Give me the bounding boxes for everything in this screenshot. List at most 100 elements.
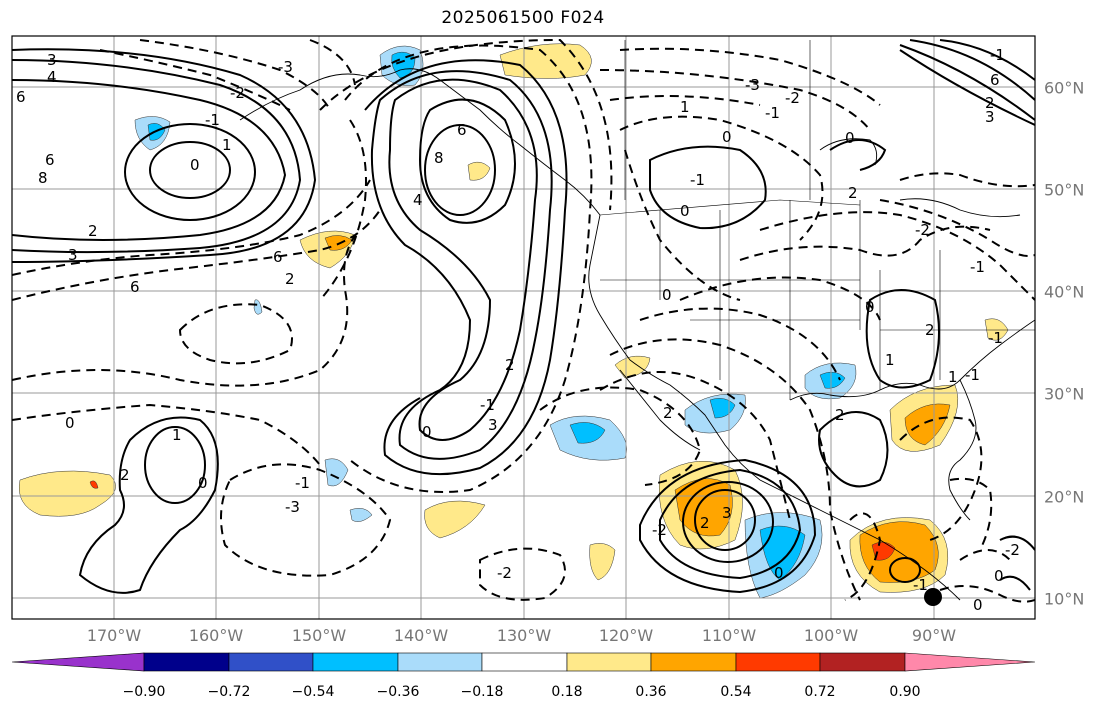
contour-label: -2 (652, 521, 667, 539)
lon-label: 110°W (701, 626, 757, 645)
contour-label: 6 (273, 248, 283, 266)
lon-label: 130°W (496, 626, 552, 645)
lon-label: 120°W (598, 626, 654, 645)
contour-label: 0 (865, 298, 875, 316)
contour-label: 3 (47, 51, 57, 69)
contour-label: 4 (413, 191, 423, 209)
contour-label: 2 (663, 404, 673, 422)
contour-label: -2 (915, 221, 930, 239)
colorbar-tick-label: −0.36 (376, 684, 420, 700)
contour-label: 6 (457, 121, 467, 139)
contour-label: 0 (422, 423, 432, 441)
colorbar-under-arrow (11, 652, 145, 672)
colorbar-tick-label: 0.90 (889, 684, 921, 700)
contour-label: 3 (985, 108, 995, 126)
colorbar-bin (228, 652, 314, 672)
contour-label: -1 (690, 171, 705, 189)
contour-label: 0 (198, 474, 208, 492)
map-frame (11, 35, 1036, 620)
contour-label: -2 (1005, 541, 1020, 559)
lon-label: 100°W (803, 626, 859, 645)
contour-label: -1 (988, 329, 1003, 347)
contour-labels: 3 4 6 -3 -2 -1 0 1 2 3 6 8 6 2 6 0 1 2 0… (16, 46, 1020, 614)
lat-label: 60°N (1044, 78, 1085, 98)
solid-contours (12, 39, 1035, 594)
contour-label: 6 (130, 278, 140, 296)
contour-label: 0 (845, 129, 855, 147)
contour-label: 2 (285, 270, 295, 288)
contour-label: 0 (662, 286, 672, 304)
contour-label: -2 (230, 84, 245, 102)
contour-label: 2 (925, 321, 935, 339)
contour-label: -2 (497, 564, 512, 582)
contour-label: -3 (278, 58, 293, 76)
contour-label: 1 (948, 368, 958, 386)
colorbar-bin (735, 652, 821, 672)
contour-label: 2 (700, 514, 710, 532)
lat-label: 30°N (1044, 384, 1085, 404)
contour-label: -1 (990, 46, 1005, 64)
colorbar-bin (312, 652, 399, 672)
contour-label: -1 (765, 104, 780, 122)
contour-label: 2 (985, 94, 995, 112)
colorbar-bin (650, 652, 737, 672)
lon-label: 140°W (393, 626, 449, 645)
contour-label: 4 (47, 68, 57, 86)
shading-layer (18, 43, 1009, 599)
contour-label: 0 (973, 596, 983, 614)
contour-label: -1 (913, 576, 928, 594)
contour-label: -1 (295, 474, 310, 492)
contour-label: 0 (65, 414, 75, 432)
contour-label: 3 (68, 246, 78, 264)
colorbar-bin (566, 652, 652, 672)
contour-label: 3 (722, 504, 732, 522)
colorbar-tick-label: 0.54 (720, 684, 752, 700)
contour-label: 6 (45, 151, 55, 169)
colorbar-tick-label: −0.72 (207, 684, 251, 700)
lon-label: 150°W (291, 626, 347, 645)
contour-label: 0 (774, 564, 784, 582)
lon-label: 90°W (911, 626, 957, 645)
contour-label: 1 (885, 351, 895, 369)
lat-label: 40°N (1044, 282, 1085, 302)
contour-label: 1 (172, 426, 182, 444)
contour-label: 2 (120, 466, 130, 484)
contour-label: 2 (505, 356, 515, 374)
dashed-contours (12, 38, 1035, 603)
colorbar-over-arrow (904, 652, 1036, 672)
contour-label: 2 (835, 406, 845, 424)
lat-label: 10°N (1044, 589, 1085, 609)
contour-label: -1 (205, 111, 220, 129)
colorbar-bin (143, 652, 230, 672)
lat-label: 50°N (1044, 180, 1085, 200)
colorbar-bin (397, 652, 483, 672)
colorbar-bin (819, 652, 906, 672)
contour-label: -1 (480, 396, 495, 414)
station-dot (924, 588, 942, 606)
colorbar (11, 652, 1036, 672)
contour-label: 1 (680, 98, 690, 116)
contour-label: 0 (190, 156, 200, 174)
map-plot-area (12, 36, 1035, 619)
colorbar-tick-label: −0.90 (122, 684, 166, 700)
contour-label: -1 (965, 366, 980, 384)
contour-label: 6 (16, 88, 26, 106)
colorbar-tick-label: 0.72 (804, 684, 836, 700)
contour-label: 8 (38, 169, 48, 187)
contour-label: -1 (970, 258, 985, 276)
contour-label: 0 (722, 128, 732, 146)
colorbar-bin (481, 652, 568, 672)
contour-label: 2 (848, 184, 858, 202)
colorbar-tick-label: 0.18 (551, 684, 583, 700)
map-title: 2025061500 F024 (441, 8, 605, 28)
contour-label: -3 (745, 76, 760, 94)
colorbar-tick-label: −0.54 (291, 684, 335, 700)
contour-label: -3 (285, 498, 300, 516)
contour-label: 3 (488, 416, 498, 434)
contour-label: -2 (785, 89, 800, 107)
contour-label: 2 (88, 222, 98, 240)
contour-label: 8 (434, 149, 444, 167)
lon-label: 160°W (188, 626, 244, 645)
contour-label: 0 (994, 567, 1004, 585)
